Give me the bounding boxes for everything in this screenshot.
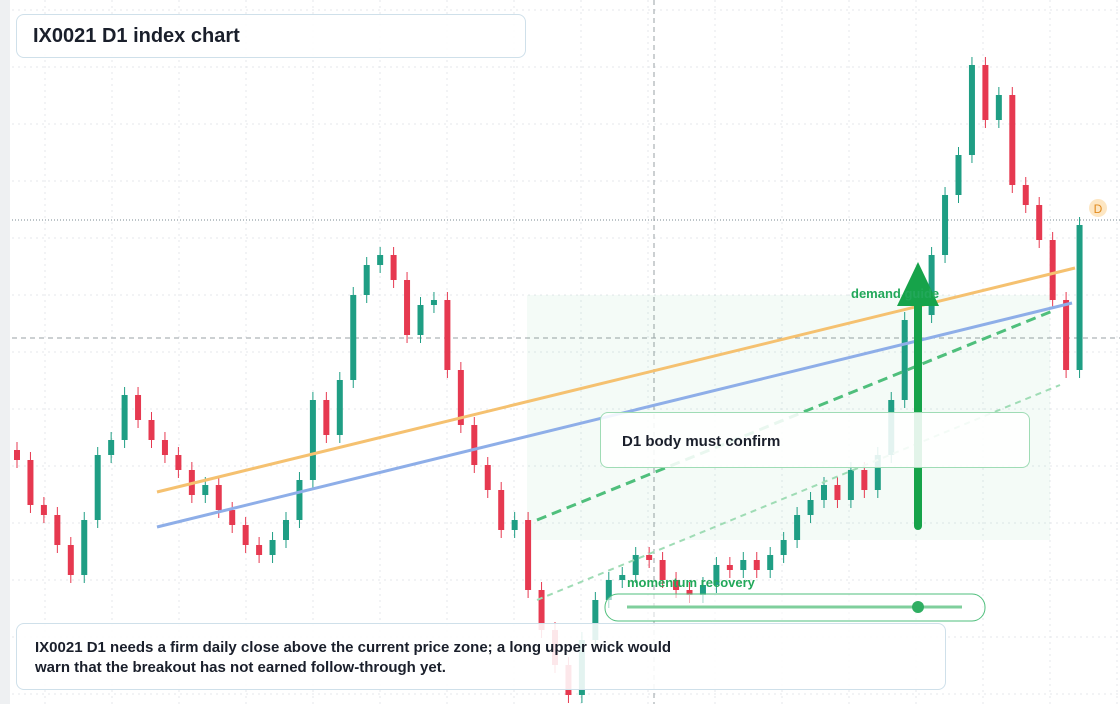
candle-body <box>484 465 491 490</box>
candle-body <box>350 295 357 380</box>
candle-body <box>40 505 47 515</box>
candle-body <box>928 255 935 315</box>
title-box: IX0021 D1 index chart <box>16 14 526 58</box>
candle-body <box>659 560 666 580</box>
candle-body <box>861 470 868 490</box>
candle-body <box>982 65 989 120</box>
candle-body <box>619 575 626 580</box>
candle-body <box>995 95 1002 120</box>
candle-body <box>323 400 330 435</box>
candle-body <box>1022 185 1029 205</box>
candle-body <box>632 555 639 575</box>
left-strip <box>0 0 10 704</box>
confirm-box: D1 body must confirm <box>600 412 1030 468</box>
candle-body <box>54 515 61 545</box>
candle-body <box>498 490 505 530</box>
candle-body <box>1063 300 1070 370</box>
candle-body <box>377 255 384 265</box>
title: IX0021 D1 index chart <box>33 25 240 47</box>
candle-body <box>175 455 182 470</box>
candle-body <box>525 520 532 590</box>
slider-knob <box>912 601 924 613</box>
candle-body <box>753 560 760 570</box>
candle-body <box>27 460 34 505</box>
candle-body <box>390 255 397 280</box>
candle-body <box>901 320 908 400</box>
confirm-label: D1 body must confirm <box>622 433 781 450</box>
candle-body <box>713 565 720 585</box>
candle-body <box>942 195 949 255</box>
candle-body <box>780 540 787 555</box>
candle-body <box>699 585 706 595</box>
candle-body <box>161 440 168 455</box>
badge <box>1089 199 1107 217</box>
candle-body <box>740 560 747 570</box>
candle-body <box>605 580 612 600</box>
candle-body <box>444 300 451 370</box>
candle-body <box>968 65 975 155</box>
candle-body <box>1049 240 1056 300</box>
candle-body <box>404 280 411 335</box>
candle-body <box>14 450 20 460</box>
badge-label: D <box>1094 202 1103 216</box>
candle-body <box>67 545 74 575</box>
candle-body <box>767 555 774 570</box>
candle-body <box>794 515 801 540</box>
candle-body <box>686 590 693 595</box>
momentum-label: momentum recovery <box>627 575 756 590</box>
arrow-head <box>897 262 939 306</box>
candle-body <box>135 395 142 420</box>
candle-body <box>1036 205 1043 240</box>
candle-body <box>646 555 653 560</box>
note-box: IX0021 D1 needs a firm daily close above… <box>16 623 946 690</box>
candle-body <box>430 300 437 305</box>
candle-body <box>673 580 680 590</box>
candle-body <box>847 470 854 500</box>
candle-body <box>821 485 827 500</box>
candle-body <box>229 510 236 525</box>
candle-body <box>256 545 263 555</box>
candle-body <box>148 420 155 440</box>
demand-label: demand guide <box>851 286 939 301</box>
note: IX0021 D1 needs a firm daily close above… <box>35 639 672 676</box>
candle-body <box>202 485 209 495</box>
candle-body <box>726 565 733 570</box>
candle-body <box>309 400 316 480</box>
candle-body <box>417 305 424 335</box>
candle-body <box>874 455 881 490</box>
candle-body <box>336 380 343 435</box>
candle-body <box>94 455 101 520</box>
candle-body <box>363 265 370 295</box>
candle-body <box>538 590 545 630</box>
candle-body <box>592 600 599 640</box>
candles <box>14 57 1083 703</box>
candle-body <box>296 480 303 520</box>
candle-body <box>269 540 276 555</box>
candle-body <box>108 440 115 455</box>
candle-body <box>807 500 814 515</box>
candle-body <box>242 525 249 545</box>
candle-body <box>1009 95 1016 185</box>
candle-body <box>834 485 841 500</box>
candle-body <box>215 485 222 510</box>
candle-body <box>457 370 464 425</box>
candle-body <box>121 395 128 440</box>
candle-body <box>955 155 962 195</box>
candle-body <box>1076 225 1083 370</box>
candle-body <box>471 425 478 465</box>
candle-body <box>81 520 88 575</box>
candle-body <box>511 520 518 530</box>
candle-body <box>283 520 289 540</box>
